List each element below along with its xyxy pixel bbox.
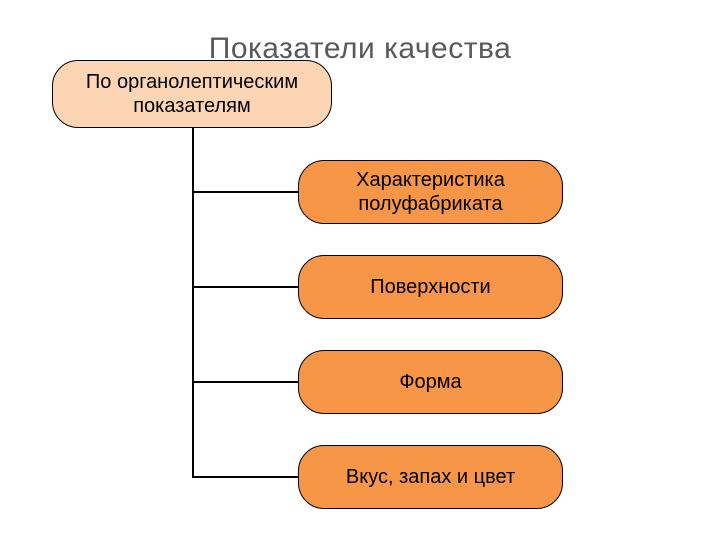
child-node-label: Вкус, запах и цвет <box>346 465 515 489</box>
parent-node-label: По органолептическим показателям <box>63 70 321 118</box>
child-node: Характеристика полуфабриката <box>298 160 563 224</box>
connector-trunk <box>192 128 194 477</box>
child-node-label: Форма <box>399 370 461 394</box>
child-node: Поверхности <box>298 255 563 319</box>
connector-branch <box>192 476 298 478</box>
connector-branch <box>192 191 298 193</box>
connector-branch <box>192 381 298 383</box>
parent-node: По органолептическим показателям <box>52 60 332 128</box>
child-node-label: Характеристика полуфабриката <box>309 168 552 216</box>
child-node-label: Поверхности <box>370 275 490 299</box>
child-node: Вкус, запах и цвет <box>298 445 563 509</box>
child-node: Форма <box>298 350 563 414</box>
connector-branch <box>192 286 298 288</box>
